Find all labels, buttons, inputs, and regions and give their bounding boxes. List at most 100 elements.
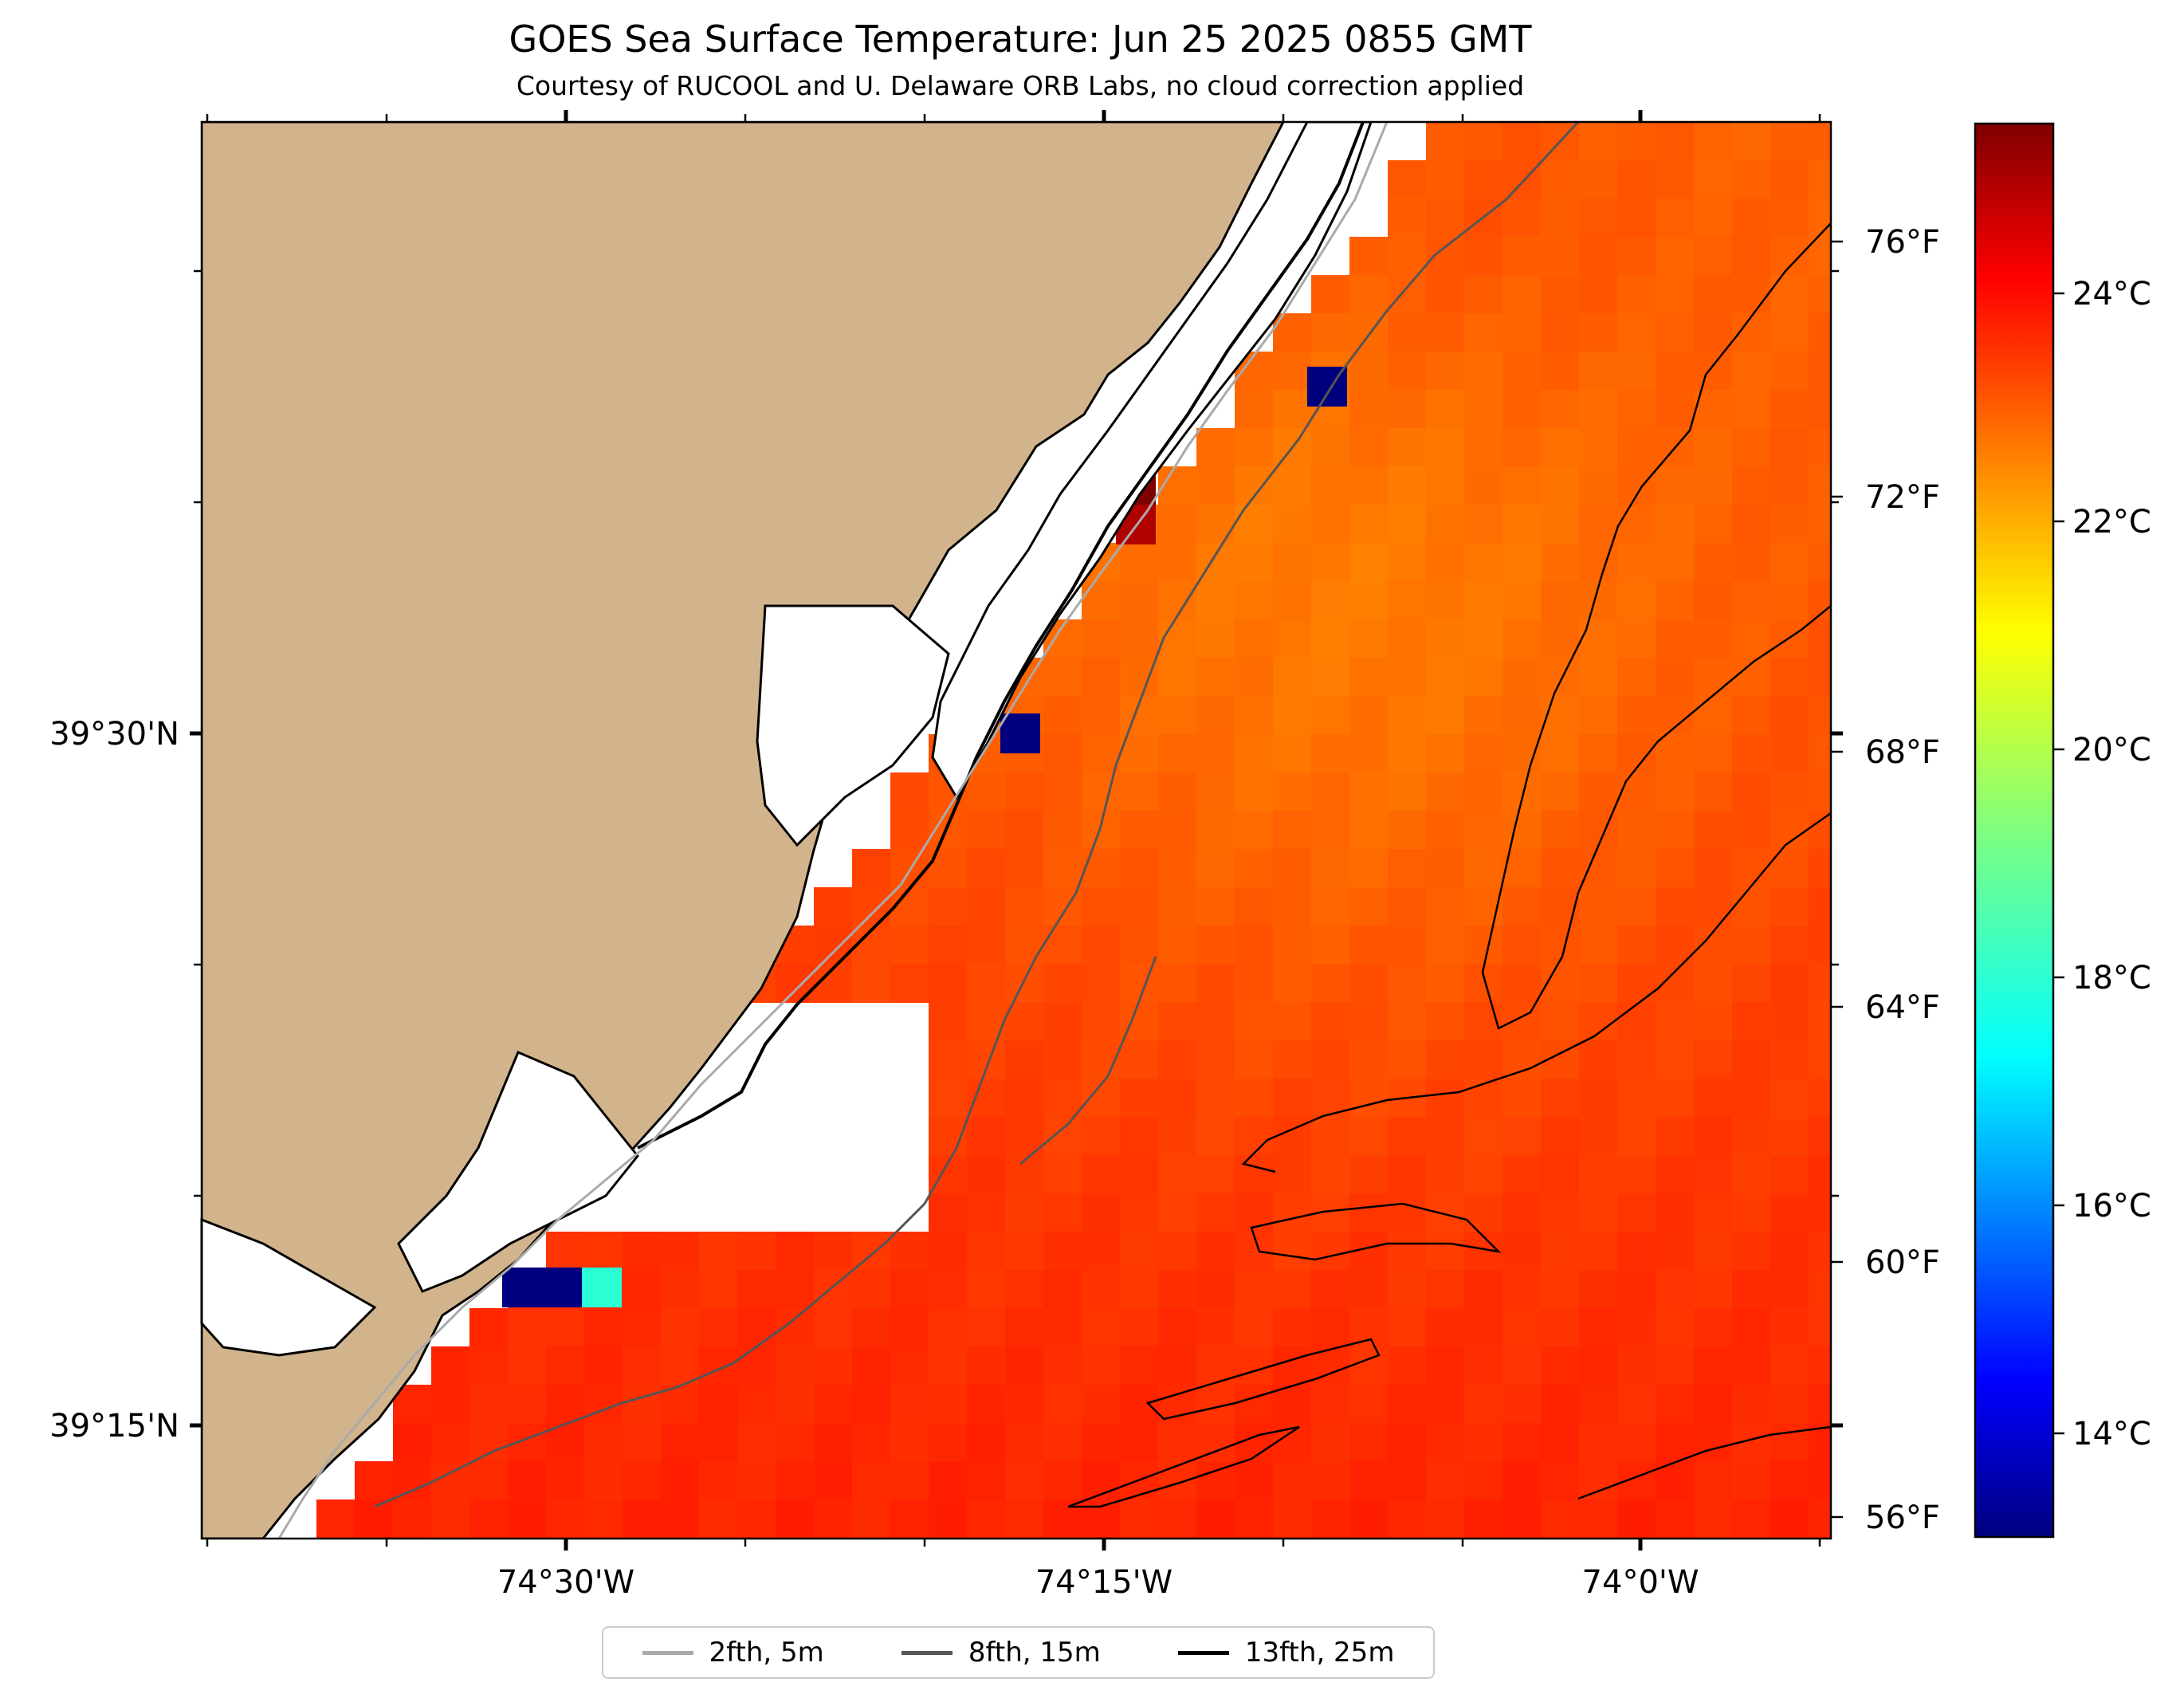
sst-cell — [1502, 428, 1542, 467]
sst-cell — [1579, 237, 1618, 276]
lat-minor-ticks — [194, 269, 1839, 1197]
sst-cell — [1235, 505, 1274, 544]
sst-cell — [1388, 466, 1427, 505]
sst-cell — [1388, 1002, 1427, 1041]
sst-cell — [431, 1461, 470, 1500]
sst-cell — [852, 1346, 891, 1386]
sst-cell — [1120, 1079, 1159, 1118]
sst-cell — [1082, 619, 1121, 658]
sst-cell — [967, 1117, 1006, 1156]
sst-cell — [1656, 543, 1695, 582]
sst-cell — [1464, 1079, 1503, 1118]
sst-cell — [1273, 926, 1312, 965]
sst-cell — [699, 1538, 738, 1539]
sst-cell — [967, 1040, 1006, 1079]
sst-cell — [1809, 696, 1831, 735]
sst-cell — [1388, 658, 1427, 697]
sst-cell — [1502, 696, 1542, 735]
sst-cell — [1541, 1461, 1580, 1500]
sst-cell — [890, 772, 929, 812]
sst-cell — [1349, 1346, 1389, 1386]
sst-cell — [661, 1461, 700, 1500]
sst-cell — [1311, 466, 1350, 505]
sst-cell — [1656, 887, 1695, 926]
sst-cell — [1082, 1423, 1121, 1462]
sst-cell — [814, 1308, 853, 1347]
sst-cell — [1235, 696, 1274, 735]
sst-cell — [1235, 466, 1274, 505]
sst-cell — [967, 1002, 1006, 1041]
sst-cell — [1196, 1193, 1235, 1232]
sst-cell — [1426, 1308, 1465, 1347]
sst-cell — [1388, 696, 1427, 735]
sst-cell — [1235, 1385, 1274, 1424]
sst-cell — [1694, 1423, 1733, 1462]
sst-cell — [1426, 466, 1465, 505]
sst-cell — [1426, 1500, 1465, 1539]
sst-cell — [1311, 1308, 1350, 1347]
f-tick-60: 60°F — [1865, 1244, 1940, 1281]
sst-cell — [1656, 1232, 1695, 1271]
sst-cell — [1043, 1117, 1082, 1156]
sst-cell — [814, 1232, 853, 1271]
sst-cell — [1732, 466, 1771, 505]
sst-cell — [890, 1346, 929, 1386]
sst-cell — [1464, 428, 1503, 467]
sst-cell — [1120, 1117, 1159, 1156]
sst-cell — [967, 1232, 1006, 1271]
sst-cell — [852, 1500, 891, 1539]
sst-cell — [1388, 964, 1427, 1003]
sst-cell — [1426, 1040, 1465, 1079]
sst-cell — [1388, 887, 1427, 926]
sst-cell — [1809, 1500, 1831, 1539]
sst-cell — [1426, 811, 1465, 850]
sst-cell — [1809, 1155, 1831, 1194]
sst-cell — [1809, 887, 1831, 926]
sst-cell — [1273, 772, 1312, 812]
sst-cell — [1005, 1308, 1044, 1347]
sst-cell — [699, 1346, 738, 1386]
sst-cell — [699, 1423, 738, 1462]
sst-cell — [1694, 237, 1733, 276]
sst-cell — [929, 1270, 968, 1309]
sst-cell — [1388, 1385, 1427, 1424]
sst-cell — [1656, 1308, 1695, 1347]
sst-cell — [1158, 658, 1197, 697]
sst-cell — [1617, 1308, 1656, 1347]
sst-cell — [1235, 543, 1274, 582]
f-tick-68: 68°F — [1865, 734, 1940, 771]
sst-cell — [1809, 198, 1831, 238]
sst-cell — [1732, 1117, 1771, 1156]
sst-cell — [1656, 1002, 1695, 1041]
sst-cell — [469, 1423, 509, 1462]
sst-cell — [929, 1538, 968, 1539]
sst-cell — [1541, 619, 1580, 658]
barrier-island — [637, 122, 1365, 1150]
sst-cell — [1502, 1308, 1542, 1347]
sst-cell — [699, 1461, 738, 1500]
sst-cell — [1656, 237, 1695, 276]
sst-cell — [1388, 1270, 1427, 1309]
sst-cell — [1311, 1155, 1350, 1194]
sst-cell — [1158, 505, 1197, 544]
sst-cell — [967, 964, 1006, 1003]
sst-cell — [1541, 658, 1580, 697]
sst-cell — [1273, 581, 1312, 620]
sst-cell — [1426, 696, 1465, 735]
sst-cell — [1694, 1461, 1733, 1500]
sst-cell — [1770, 275, 1809, 314]
sst-cell — [1464, 1346, 1503, 1386]
sst-cell — [1464, 581, 1503, 620]
sst-cell — [1426, 237, 1465, 276]
sst-cell — [1732, 352, 1771, 391]
sst-cell — [1809, 581, 1831, 620]
sst-cell — [1043, 1270, 1082, 1309]
sst-cell — [431, 1423, 470, 1462]
sst-cell — [1235, 658, 1274, 697]
sst-cell — [1464, 543, 1503, 582]
sst-cell — [1120, 619, 1159, 658]
sst-cell — [1617, 1385, 1656, 1424]
sst-cell — [1502, 619, 1542, 658]
sst-cell — [1158, 964, 1197, 1003]
sst-cell — [1388, 926, 1427, 965]
